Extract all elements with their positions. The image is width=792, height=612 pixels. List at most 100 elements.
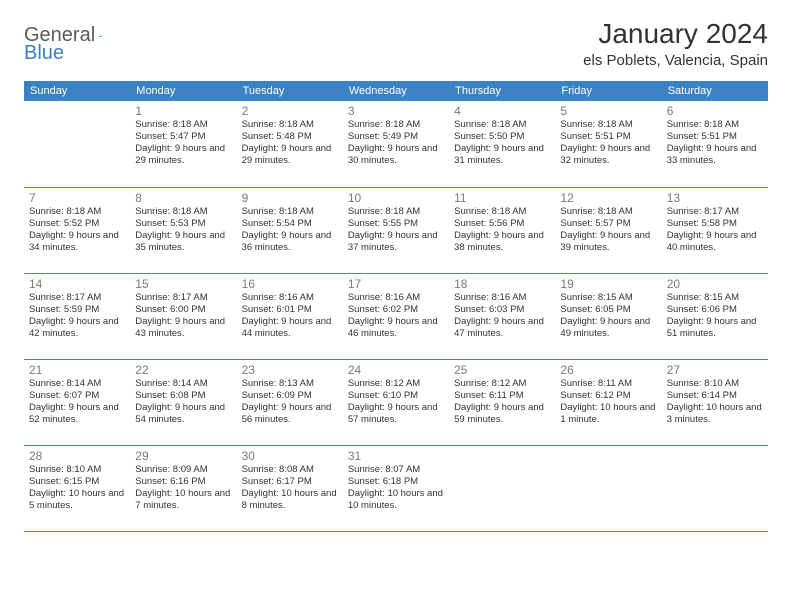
- calendar-cell: 4Sunrise: 8:18 AMSunset: 5:50 PMDaylight…: [449, 101, 555, 187]
- day-number: 15: [135, 277, 231, 291]
- day-info: Sunrise: 8:16 AMSunset: 6:02 PMDaylight:…: [348, 292, 444, 341]
- month-title: January 2024: [583, 18, 768, 50]
- calendar-cell: 13Sunrise: 8:17 AMSunset: 5:58 PMDayligh…: [662, 187, 768, 273]
- day-info: Sunrise: 8:18 AMSunset: 5:49 PMDaylight:…: [348, 119, 444, 168]
- calendar-cell: 31Sunrise: 8:07 AMSunset: 6:18 PMDayligh…: [343, 445, 449, 531]
- day-info: Sunrise: 8:10 AMSunset: 6:15 PMDaylight:…: [29, 464, 125, 513]
- day-number: 23: [242, 363, 338, 377]
- day-number: 6: [667, 104, 763, 118]
- calendar-cell: 12Sunrise: 8:18 AMSunset: 5:57 PMDayligh…: [555, 187, 661, 273]
- day-number: 21: [29, 363, 125, 377]
- day-info: Sunrise: 8:17 AMSunset: 5:58 PMDaylight:…: [667, 206, 763, 255]
- calendar-cell: 14Sunrise: 8:17 AMSunset: 5:59 PMDayligh…: [24, 273, 130, 359]
- calendar-cell: 27Sunrise: 8:10 AMSunset: 6:14 PMDayligh…: [662, 359, 768, 445]
- day-number: 27: [667, 363, 763, 377]
- day-info: Sunrise: 8:14 AMSunset: 6:07 PMDaylight:…: [29, 378, 125, 427]
- calendar-cell: 2Sunrise: 8:18 AMSunset: 5:48 PMDaylight…: [237, 101, 343, 187]
- day-info: Sunrise: 8:10 AMSunset: 6:14 PMDaylight:…: [667, 378, 763, 427]
- day-number: 14: [29, 277, 125, 291]
- header: General January 2024 els Poblets, Valenc…: [24, 18, 768, 69]
- day-number: 20: [667, 277, 763, 291]
- weekday-header: Friday: [555, 81, 661, 101]
- calendar-cell: 1Sunrise: 8:18 AMSunset: 5:47 PMDaylight…: [130, 101, 236, 187]
- calendar-cell: 7Sunrise: 8:18 AMSunset: 5:52 PMDaylight…: [24, 187, 130, 273]
- calendar-cell: 26Sunrise: 8:11 AMSunset: 6:12 PMDayligh…: [555, 359, 661, 445]
- day-number: 11: [454, 191, 550, 205]
- day-info: Sunrise: 8:17 AMSunset: 5:59 PMDaylight:…: [29, 292, 125, 341]
- calendar-cell: 6Sunrise: 8:18 AMSunset: 5:51 PMDaylight…: [662, 101, 768, 187]
- day-number: 30: [242, 449, 338, 463]
- calendar-cell-empty: [24, 101, 130, 187]
- calendar-cell: 15Sunrise: 8:17 AMSunset: 6:00 PMDayligh…: [130, 273, 236, 359]
- calendar-cell: 9Sunrise: 8:18 AMSunset: 5:54 PMDaylight…: [237, 187, 343, 273]
- calendar-cell: 22Sunrise: 8:14 AMSunset: 6:08 PMDayligh…: [130, 359, 236, 445]
- calendar-cell: 30Sunrise: 8:08 AMSunset: 6:17 PMDayligh…: [237, 445, 343, 531]
- day-info: Sunrise: 8:18 AMSunset: 5:50 PMDaylight:…: [454, 119, 550, 168]
- day-number: 5: [560, 104, 656, 118]
- day-info: Sunrise: 8:16 AMSunset: 6:03 PMDaylight:…: [454, 292, 550, 341]
- day-info: Sunrise: 8:18 AMSunset: 5:56 PMDaylight:…: [454, 206, 550, 255]
- day-number: 19: [560, 277, 656, 291]
- calendar-row: 21Sunrise: 8:14 AMSunset: 6:07 PMDayligh…: [24, 359, 768, 445]
- weekday-header: Tuesday: [237, 81, 343, 101]
- calendar-cell: 18Sunrise: 8:16 AMSunset: 6:03 PMDayligh…: [449, 273, 555, 359]
- day-number: 9: [242, 191, 338, 205]
- day-info: Sunrise: 8:18 AMSunset: 5:52 PMDaylight:…: [29, 206, 125, 255]
- day-number: 2: [242, 104, 338, 118]
- day-info: Sunrise: 8:14 AMSunset: 6:08 PMDaylight:…: [135, 378, 231, 427]
- day-info: Sunrise: 8:16 AMSunset: 6:01 PMDaylight:…: [242, 292, 338, 341]
- day-number: 28: [29, 449, 125, 463]
- calendar-header-row: SundayMondayTuesdayWednesdayThursdayFrid…: [24, 81, 768, 101]
- weekday-header: Monday: [130, 81, 236, 101]
- day-info: Sunrise: 8:18 AMSunset: 5:55 PMDaylight:…: [348, 206, 444, 255]
- day-number: 22: [135, 363, 231, 377]
- day-info: Sunrise: 8:18 AMSunset: 5:47 PMDaylight:…: [135, 119, 231, 168]
- calendar-cell: 20Sunrise: 8:15 AMSunset: 6:06 PMDayligh…: [662, 273, 768, 359]
- day-info: Sunrise: 8:18 AMSunset: 5:57 PMDaylight:…: [560, 206, 656, 255]
- calendar-cell: 3Sunrise: 8:18 AMSunset: 5:49 PMDaylight…: [343, 101, 449, 187]
- calendar-cell: 16Sunrise: 8:16 AMSunset: 6:01 PMDayligh…: [237, 273, 343, 359]
- day-info: Sunrise: 8:17 AMSunset: 6:00 PMDaylight:…: [135, 292, 231, 341]
- day-info: Sunrise: 8:12 AMSunset: 6:10 PMDaylight:…: [348, 378, 444, 427]
- day-info: Sunrise: 8:13 AMSunset: 6:09 PMDaylight:…: [242, 378, 338, 427]
- weekday-header: Thursday: [449, 81, 555, 101]
- title-block: January 2024 els Poblets, Valencia, Spai…: [583, 18, 768, 69]
- calendar-table: SundayMondayTuesdayWednesdayThursdayFrid…: [24, 81, 768, 532]
- calendar-cell: 11Sunrise: 8:18 AMSunset: 5:56 PMDayligh…: [449, 187, 555, 273]
- weekday-header: Sunday: [24, 81, 130, 101]
- day-number: 31: [348, 449, 444, 463]
- calendar-cell: 17Sunrise: 8:16 AMSunset: 6:02 PMDayligh…: [343, 273, 449, 359]
- day-number: 18: [454, 277, 550, 291]
- day-info: Sunrise: 8:18 AMSunset: 5:51 PMDaylight:…: [667, 119, 763, 168]
- day-info: Sunrise: 8:18 AMSunset: 5:53 PMDaylight:…: [135, 206, 231, 255]
- calendar-cell: 28Sunrise: 8:10 AMSunset: 6:15 PMDayligh…: [24, 445, 130, 531]
- day-number: 13: [667, 191, 763, 205]
- calendar-row: 7Sunrise: 8:18 AMSunset: 5:52 PMDaylight…: [24, 187, 768, 273]
- day-info: Sunrise: 8:15 AMSunset: 6:06 PMDaylight:…: [667, 292, 763, 341]
- day-number: 7: [29, 191, 125, 205]
- day-info: Sunrise: 8:07 AMSunset: 6:18 PMDaylight:…: [348, 464, 444, 513]
- day-info: Sunrise: 8:18 AMSunset: 5:54 PMDaylight:…: [242, 206, 338, 255]
- day-number: 25: [454, 363, 550, 377]
- day-info: Sunrise: 8:12 AMSunset: 6:11 PMDaylight:…: [454, 378, 550, 427]
- day-number: 10: [348, 191, 444, 205]
- day-info: Sunrise: 8:09 AMSunset: 6:16 PMDaylight:…: [135, 464, 231, 513]
- logo-triangle-icon: [99, 29, 102, 43]
- day-number: 12: [560, 191, 656, 205]
- calendar-row: 28Sunrise: 8:10 AMSunset: 6:15 PMDayligh…: [24, 445, 768, 531]
- day-number: 8: [135, 191, 231, 205]
- day-info: Sunrise: 8:15 AMSunset: 6:05 PMDaylight:…: [560, 292, 656, 341]
- calendar-cell: 8Sunrise: 8:18 AMSunset: 5:53 PMDaylight…: [130, 187, 236, 273]
- calendar-cell-empty: [555, 445, 661, 531]
- day-number: 17: [348, 277, 444, 291]
- calendar-cell-empty: [662, 445, 768, 531]
- day-number: 4: [454, 104, 550, 118]
- calendar-cell: 19Sunrise: 8:15 AMSunset: 6:05 PMDayligh…: [555, 273, 661, 359]
- calendar-body: 1Sunrise: 8:18 AMSunset: 5:47 PMDaylight…: [24, 101, 768, 531]
- weekday-header: Saturday: [662, 81, 768, 101]
- day-number: 1: [135, 104, 231, 118]
- calendar-row: 14Sunrise: 8:17 AMSunset: 5:59 PMDayligh…: [24, 273, 768, 359]
- calendar-cell: 5Sunrise: 8:18 AMSunset: 5:51 PMDaylight…: [555, 101, 661, 187]
- day-number: 24: [348, 363, 444, 377]
- calendar-cell: 29Sunrise: 8:09 AMSunset: 6:16 PMDayligh…: [130, 445, 236, 531]
